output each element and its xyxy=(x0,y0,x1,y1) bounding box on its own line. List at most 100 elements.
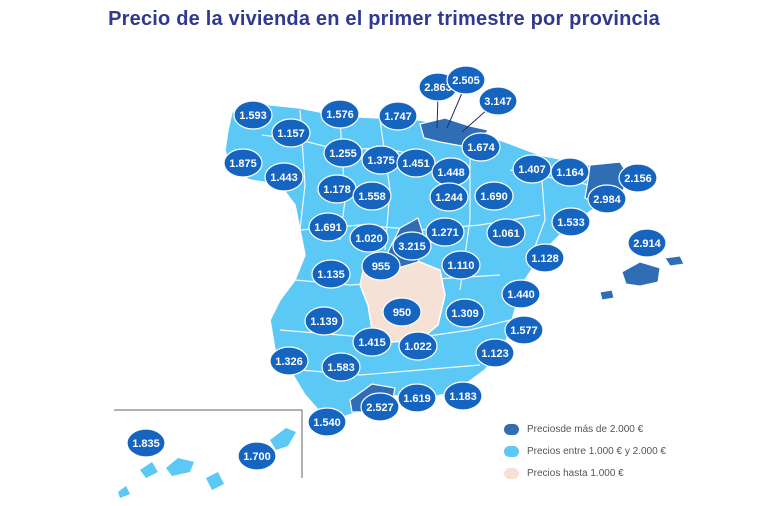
legend: Preciosde más de 2.000 € Precios entre 1… xyxy=(504,418,666,484)
price-bubble: 1.164 xyxy=(550,157,590,187)
price-bubble-shape xyxy=(478,86,518,116)
price-bubble: 1.326 xyxy=(269,346,309,376)
price-bubble: 2.914 xyxy=(627,228,667,258)
price-label: 1.875 xyxy=(229,158,257,170)
price-bubble: 1.375 xyxy=(361,145,401,175)
price-bubble: 1.533 xyxy=(551,207,591,237)
price-bubble: 1.244 xyxy=(429,182,469,212)
price-bubble: 1.576 xyxy=(320,99,360,129)
legend-swatch-low xyxy=(504,467,519,479)
price-bubble-shape xyxy=(382,297,422,327)
price-label: 1.407 xyxy=(518,164,546,176)
price-bubble: 950 xyxy=(382,297,422,327)
price-bubble-shape xyxy=(501,279,541,309)
price-bubble-shape xyxy=(269,346,309,376)
price-label: 1.448 xyxy=(437,167,465,179)
price-bubble-shape xyxy=(525,243,565,273)
price-bubble-shape xyxy=(425,217,465,247)
price-bubble: 1.061 xyxy=(486,218,526,248)
price-label: 1.700 xyxy=(243,451,271,463)
legend-swatch-high xyxy=(504,423,519,435)
price-bubble-shape xyxy=(429,182,469,212)
price-label: 1.326 xyxy=(275,356,303,368)
price-bubble: 1.415 xyxy=(352,327,392,357)
price-label: 1.375 xyxy=(367,155,395,167)
price-bubble-shape xyxy=(443,381,483,411)
legend-item-mid: Precios entre 1.000 € y 2.000 € xyxy=(504,440,666,462)
price-label: 1.558 xyxy=(358,191,386,203)
legend-item-high: Preciosde más de 2.000 € xyxy=(504,418,666,440)
price-bubble: 1.271 xyxy=(425,217,465,247)
price-bubble: 1.875 xyxy=(223,148,263,178)
price-bubble: 1.690 xyxy=(474,181,514,211)
price-bubble-shape xyxy=(323,138,363,168)
price-label: 1.110 xyxy=(448,260,475,272)
price-label: 1.020 xyxy=(355,233,383,245)
price-bubble: 1.540 xyxy=(307,407,347,437)
price-label: 1.451 xyxy=(402,158,430,170)
price-bubble-shape xyxy=(264,162,304,192)
price-bubble-shape xyxy=(304,306,344,336)
price-bubble: 1.583 xyxy=(321,352,361,382)
price-bubble-shape xyxy=(360,392,400,422)
price-bubble-shape xyxy=(441,250,481,280)
price-bubble-shape xyxy=(361,251,401,281)
price-bubble: 2.527 xyxy=(360,392,400,422)
price-bubble: 1.110 xyxy=(441,250,481,280)
price-bubble: 3.147 xyxy=(478,86,518,116)
price-label: 1.255 xyxy=(329,148,357,160)
legend-label-high: Preciosde más de 2.000 € xyxy=(527,423,644,435)
price-bubble-shape xyxy=(396,148,436,178)
price-bubble: 1.691 xyxy=(308,212,348,242)
price-bubble: 1.674 xyxy=(461,132,501,162)
price-label: 1.183 xyxy=(449,391,477,403)
price-label: 1.139 xyxy=(310,316,338,328)
price-bubble-shape xyxy=(504,315,544,345)
price-bubble: 1.440 xyxy=(501,279,541,309)
legend-swatch-mid xyxy=(504,445,519,457)
price-bubble: 3.215 xyxy=(392,231,432,261)
price-label: 1.157 xyxy=(277,128,305,140)
price-label: 1.135 xyxy=(317,269,345,281)
price-label: 950 xyxy=(393,307,411,319)
legend-item-low: Precios hasta 1.000 € xyxy=(504,462,666,484)
price-label: 1.619 xyxy=(403,393,431,405)
price-label: 1.593 xyxy=(239,110,267,122)
price-label: 3.147 xyxy=(484,96,512,108)
price-label: 1.415 xyxy=(358,337,386,349)
price-label: 1.164 xyxy=(556,167,584,179)
price-label: 955 xyxy=(372,261,390,273)
price-bubble-shape xyxy=(126,428,166,458)
price-bubble-shape xyxy=(321,352,361,382)
price-bubble: 1.178 xyxy=(317,174,357,204)
price-bubble-shape xyxy=(223,148,263,178)
price-bubble-shape xyxy=(352,181,392,211)
price-label: 1.022 xyxy=(404,341,432,353)
price-bubble-shape xyxy=(587,184,627,214)
price-label: 2.505 xyxy=(452,75,480,87)
price-bubble-shape xyxy=(311,259,351,289)
price-label: 1.540 xyxy=(313,417,341,429)
price-bubble: 1.443 xyxy=(264,162,304,192)
price-label: 1.674 xyxy=(467,142,495,154)
price-bubble-shape xyxy=(378,101,418,131)
price-bubble: 1.747 xyxy=(378,101,418,131)
price-label: 1.244 xyxy=(435,192,463,204)
price-bubble: 1.577 xyxy=(504,315,544,345)
price-bubble: 1.255 xyxy=(323,138,363,168)
price-bubble-shape xyxy=(237,441,277,471)
price-bubble: 1.022 xyxy=(398,331,438,361)
price-bubble-shape xyxy=(308,212,348,242)
price-label: 2.984 xyxy=(593,194,621,206)
price-bubble-shape xyxy=(445,298,485,328)
price-bubble: 1.139 xyxy=(304,306,344,336)
price-bubble-shape xyxy=(486,218,526,248)
price-bubble-shape xyxy=(320,99,360,129)
legend-label-mid: Precios entre 1.000 € y 2.000 € xyxy=(527,445,666,457)
price-label: 1.577 xyxy=(510,325,538,337)
price-label: 1.440 xyxy=(507,289,535,301)
price-bubble: 1.157 xyxy=(271,118,311,148)
price-label: 2.863 xyxy=(424,82,452,94)
price-bubble: 2.984 xyxy=(587,184,627,214)
price-bubble: 1.451 xyxy=(396,148,436,178)
